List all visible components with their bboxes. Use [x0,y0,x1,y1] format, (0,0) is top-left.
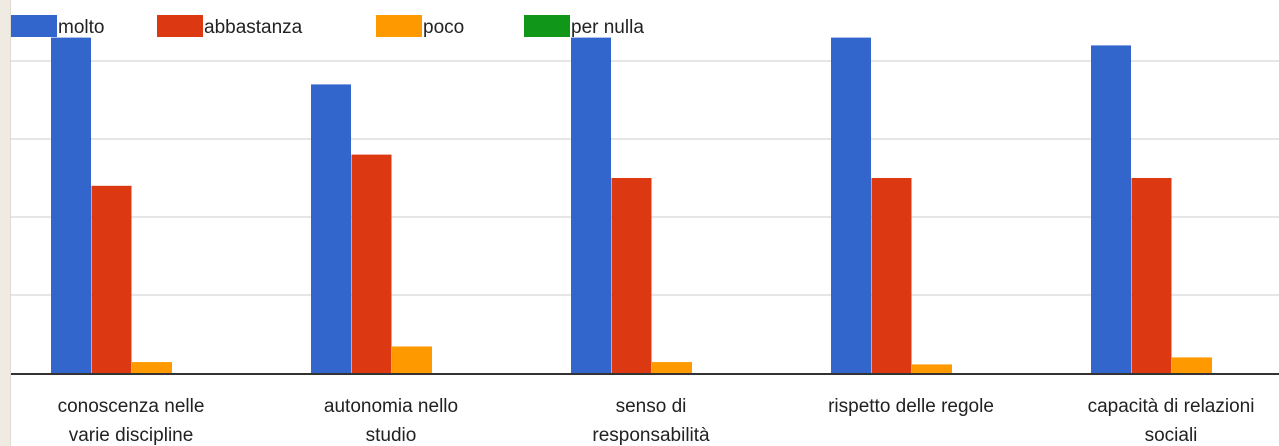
x-tick-label: rispetto delle regole [828,396,994,417]
bar-molto-2 [311,84,351,374]
x-tick-label: capacità di relazioni sociali [1088,396,1255,446]
x-tick-label: conoscenza nelle varie discipline [58,396,205,446]
legend-label-per-nulla: per nulla [571,17,644,38]
bar-molto-4 [831,37,871,373]
bar-abbastanza-3 [611,178,652,373]
legend-swatch-per-nulla [524,15,570,37]
bar-molto-5 [1091,45,1131,374]
bar-molto-1 [51,37,91,373]
legend-label-poco: poco [423,17,464,38]
bar-abbastanza-4 [871,178,912,373]
x-tick-label: senso di responsabilità [592,396,710,446]
x-tick-label-line: varie discipline [69,425,194,446]
bar-molto-3 [571,37,611,373]
legend-label-molto: molto [58,17,104,38]
x-tick-label-line: senso di [616,396,687,417]
bars [51,37,1212,374]
bar-poco-2 [392,346,432,373]
bar-abbastanza-1 [91,185,132,373]
legend-label-abbastanza: abbastanza [204,17,303,38]
x-tick-label-line: rispetto delle regole [828,396,994,417]
x-tick-label-line: responsabilità [592,425,710,446]
bar-poco-1 [132,362,172,373]
bar-poco-4 [912,364,952,373]
legend-swatch-molto [11,15,57,37]
x-tick-label-line: studio [366,425,417,446]
bar-abbastanza-2 [351,154,392,373]
left-panel-edge [0,0,11,446]
x-tick-label-line: conoscenza nelle [58,396,205,417]
bar-poco-3 [652,362,692,373]
x-tick-label-line: capacità di relazioni [1088,396,1255,417]
bar-abbastanza-5 [1131,178,1172,373]
x-tick-labels: conoscenza nelle varie discipline autonomi… [58,396,1255,446]
bar-poco-5 [1172,357,1212,373]
legend-swatch-poco [376,15,422,37]
legend: molto abbastanza poco per nulla [11,15,644,38]
x-tick-label-line: sociali [1145,425,1198,446]
x-tick-label-line: autonomia nello [324,396,458,417]
legend-swatch-abbastanza [157,15,203,37]
x-tick-label: autonomia nello studio [324,396,458,446]
